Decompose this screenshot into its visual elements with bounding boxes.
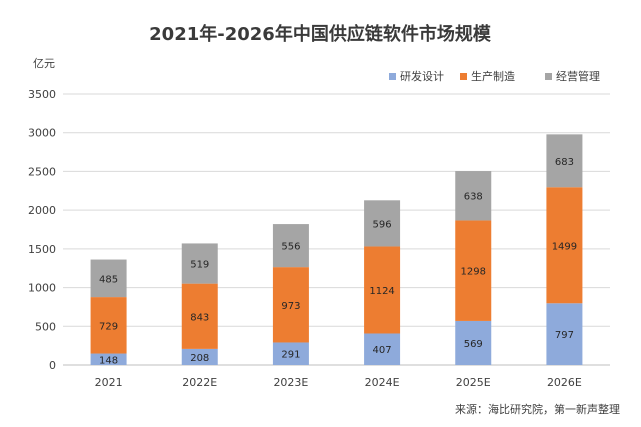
y-tick-label: 1000 xyxy=(28,282,56,295)
data-label: 729 xyxy=(99,321,118,332)
x-tick-label: 2023E xyxy=(273,376,308,389)
y-tick-label: 2500 xyxy=(28,165,56,178)
bar-segment xyxy=(90,353,127,365)
bar-segment xyxy=(364,200,401,247)
chart-title: 2021年-2026年中国供应链软件市场规模 xyxy=(149,23,492,45)
legend: 研发设计 生产制造 经营管理 xyxy=(389,69,600,83)
bar-segment xyxy=(181,243,218,284)
bar-segment xyxy=(364,246,401,334)
source-note: 来源：海比研究院，第一新声整理 xyxy=(455,402,620,416)
x-tick-label: 2021 xyxy=(95,376,123,389)
data-label: 519 xyxy=(190,260,209,271)
data-label: 973 xyxy=(281,301,300,312)
gridlines xyxy=(63,93,610,366)
bar-segment xyxy=(455,171,492,221)
data-label: 1499 xyxy=(552,241,577,252)
x-tick-label: 2025E xyxy=(456,376,491,389)
x-axis-ticks: 2021 2022E 2023E 2024E 2025E 2026E xyxy=(95,376,582,389)
y-tick-label: 3000 xyxy=(28,127,56,140)
bar-segment xyxy=(181,348,218,365)
y-tick-label: 2000 xyxy=(28,204,56,217)
y-axis-unit-label: 亿元 xyxy=(33,57,55,70)
bar-segment xyxy=(364,333,401,365)
legend-label: 生产制造 xyxy=(471,69,515,83)
legend-swatch xyxy=(545,73,552,80)
legend-swatch xyxy=(460,73,467,80)
y-tick-label: 0 xyxy=(49,359,56,372)
y-axis-ticks: 0 500 1000 1500 2000 2500 3000 3500 xyxy=(28,88,56,372)
y-tick-label: 1500 xyxy=(28,243,56,256)
data-label: 638 xyxy=(464,192,483,203)
bars: 148 729 485 208 843 519 291 973 556 407 1124 596 569… xyxy=(90,134,583,366)
legend-label: 研发设计 xyxy=(400,69,444,83)
bar-segment xyxy=(546,187,583,304)
bar-segment xyxy=(546,303,583,365)
x-tick-label: 2024E xyxy=(365,376,400,389)
x-tick-label: 2026E xyxy=(547,376,582,389)
bar-segment xyxy=(546,134,583,188)
data-label: 208 xyxy=(190,353,209,364)
data-label: 291 xyxy=(281,350,300,361)
bar-segment xyxy=(272,224,309,268)
legend-label: 经营管理 xyxy=(556,69,600,83)
data-label: 1298 xyxy=(461,267,486,278)
data-label: 556 xyxy=(281,242,300,253)
data-label: 596 xyxy=(373,219,392,230)
bar-segment xyxy=(90,297,127,354)
data-label: 683 xyxy=(555,157,574,168)
data-label: 843 xyxy=(190,312,209,323)
data-label: 148 xyxy=(99,355,118,366)
x-tick-label: 2022E xyxy=(182,376,217,389)
y-tick-label: 3500 xyxy=(28,88,56,101)
data-label: 1124 xyxy=(369,286,394,297)
data-label: 569 xyxy=(464,339,483,350)
bar-segment xyxy=(272,267,309,343)
bar-segment xyxy=(272,342,309,365)
data-label: 485 xyxy=(99,274,118,285)
bar-segment xyxy=(181,283,218,349)
bar-segment xyxy=(90,259,127,298)
data-label: 797 xyxy=(555,330,574,341)
bar-segment xyxy=(455,320,492,365)
legend-swatch xyxy=(389,73,396,80)
y-tick-label: 500 xyxy=(35,320,56,333)
data-label: 407 xyxy=(373,345,392,356)
bar-segment xyxy=(455,220,492,321)
